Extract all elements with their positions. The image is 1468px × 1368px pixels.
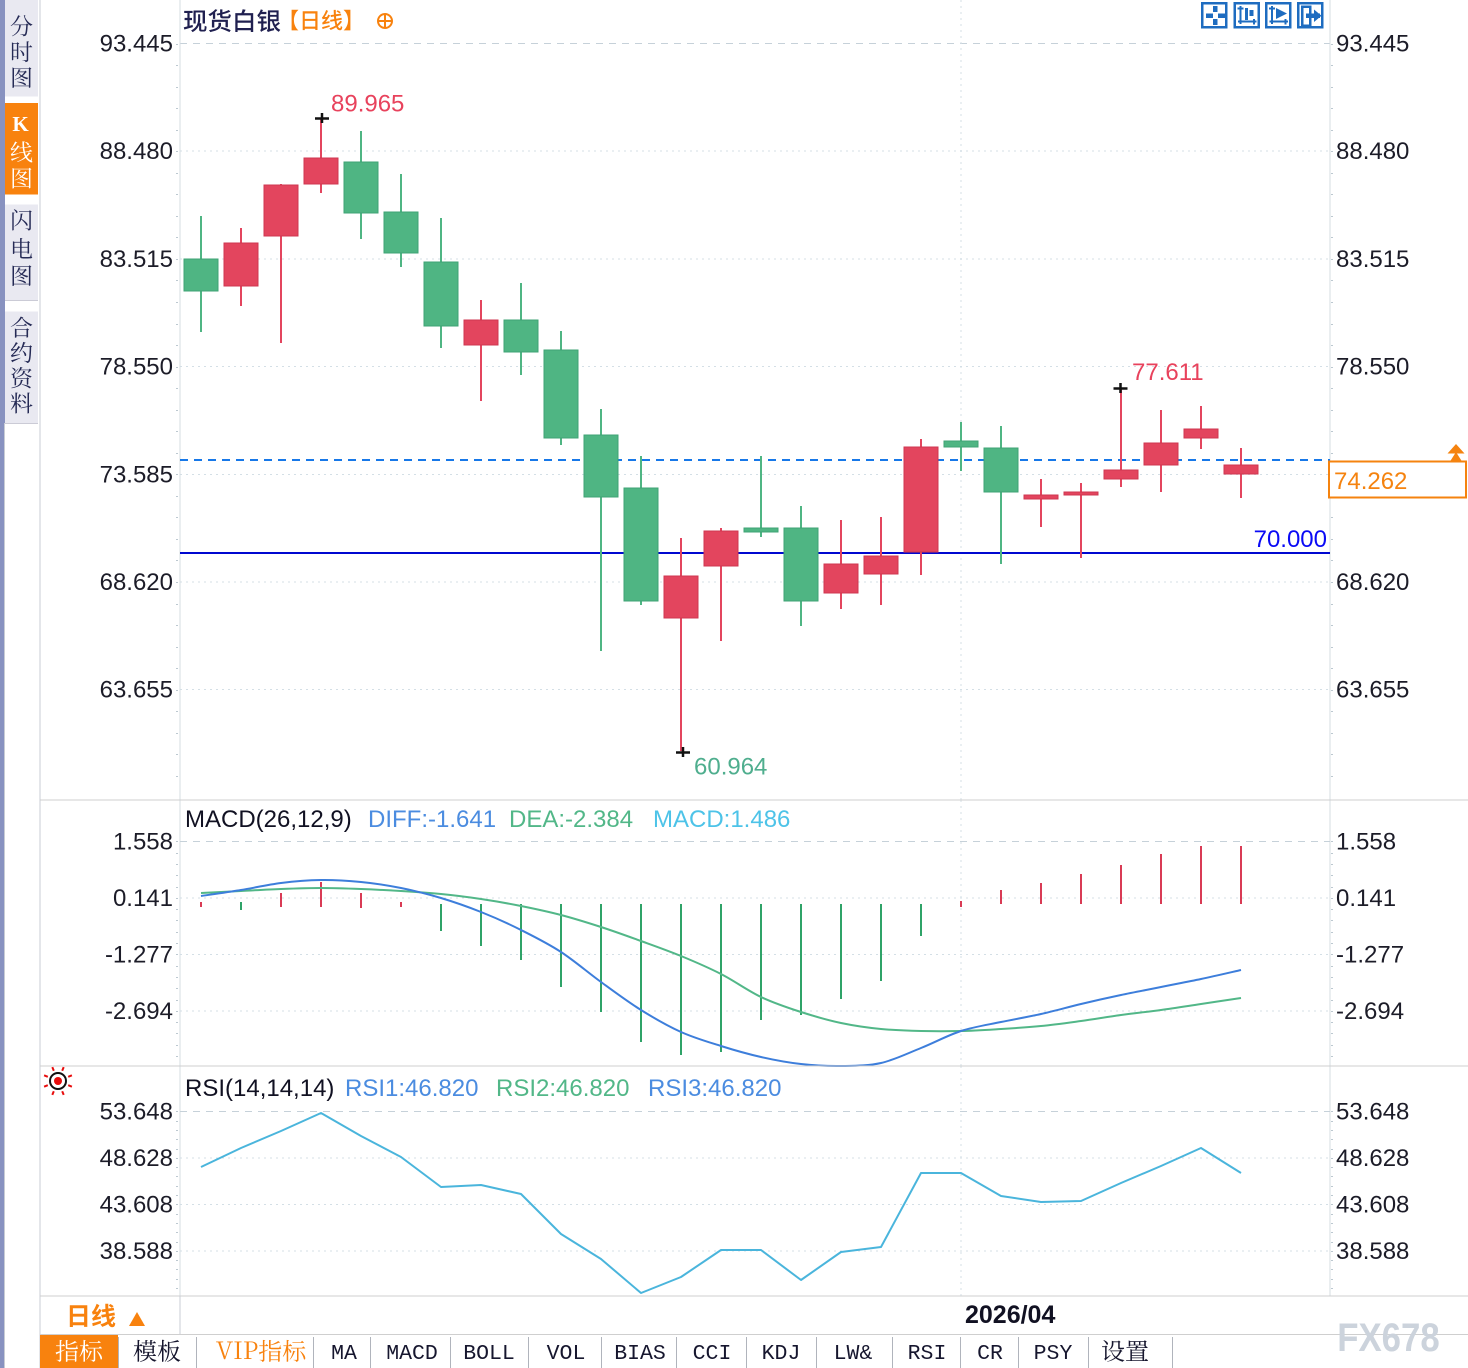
svg-text:RSI1:46.820: RSI1:46.820 xyxy=(345,1075,478,1102)
svg-text:K: K xyxy=(12,112,29,136)
svg-text:78.550: 78.550 xyxy=(100,354,173,381)
svg-text:83.515: 83.515 xyxy=(1336,246,1409,273)
svg-text:43.608: 43.608 xyxy=(100,1191,173,1218)
svg-text:-1.277: -1.277 xyxy=(1336,941,1404,968)
svg-text:DEA:-2.384: DEA:-2.384 xyxy=(509,806,633,833)
svg-text:68.620: 68.620 xyxy=(100,569,173,596)
svg-text:RSI3:46.820: RSI3:46.820 xyxy=(648,1075,781,1102)
svg-text:43.608: 43.608 xyxy=(1336,1191,1409,1218)
svg-text:FX678: FX678 xyxy=(1337,1315,1440,1360)
svg-text:LW&: LW& xyxy=(834,1342,873,1366)
svg-text:CCI: CCI xyxy=(693,1342,732,1366)
svg-text:83.515: 83.515 xyxy=(100,246,173,273)
svg-text:MA: MA xyxy=(331,1342,357,1366)
svg-text:88.480: 88.480 xyxy=(1336,138,1409,165)
svg-text:CR: CR xyxy=(977,1342,1003,1366)
svg-text:0.141: 0.141 xyxy=(1336,885,1396,912)
svg-text:48.628: 48.628 xyxy=(100,1145,173,1172)
svg-text:BIAS: BIAS xyxy=(614,1342,666,1366)
svg-text:MACD:1.486: MACD:1.486 xyxy=(653,806,790,833)
svg-text:RSI(14,14,14): RSI(14,14,14) xyxy=(185,1075,334,1102)
svg-text:74.262: 74.262 xyxy=(1334,468,1407,495)
svg-text:63.655: 63.655 xyxy=(100,677,173,704)
svg-text:-2.694: -2.694 xyxy=(105,998,173,1025)
svg-text:53.648: 53.648 xyxy=(100,1098,173,1125)
svg-text:38.588: 38.588 xyxy=(100,1238,173,1265)
svg-text:93.445: 93.445 xyxy=(100,31,173,58)
svg-text:MACD: MACD xyxy=(386,1342,438,1366)
svg-text:DIFF:-1.641: DIFF:-1.641 xyxy=(368,806,496,833)
svg-text:BOLL: BOLL xyxy=(463,1342,515,1366)
svg-text:60.964: 60.964 xyxy=(694,754,767,781)
svg-text:77.611: 77.611 xyxy=(1132,359,1204,386)
svg-text:KDJ: KDJ xyxy=(762,1342,801,1366)
svg-text:0.141: 0.141 xyxy=(113,885,173,912)
svg-text:RSI2:46.820: RSI2:46.820 xyxy=(496,1075,629,1102)
svg-text:88.480: 88.480 xyxy=(100,138,173,165)
svg-text:70.000: 70.000 xyxy=(1254,526,1327,553)
svg-text:73.585: 73.585 xyxy=(100,461,173,488)
svg-text:78.550: 78.550 xyxy=(1336,354,1409,381)
svg-text:48.628: 48.628 xyxy=(1336,1145,1409,1172)
svg-text:93.445: 93.445 xyxy=(1336,31,1409,58)
svg-text:1.558: 1.558 xyxy=(1336,828,1396,855)
svg-text:RSI: RSI xyxy=(908,1342,947,1366)
svg-text:53.648: 53.648 xyxy=(1336,1098,1409,1125)
svg-text:1.558: 1.558 xyxy=(113,828,173,855)
svg-text:PSY: PSY xyxy=(1034,1342,1073,1366)
svg-text:89.965: 89.965 xyxy=(331,91,404,118)
svg-text:-1.277: -1.277 xyxy=(105,941,173,968)
svg-text:-2.694: -2.694 xyxy=(1336,998,1404,1025)
svg-text:38.588: 38.588 xyxy=(1336,1238,1409,1265)
svg-text:63.655: 63.655 xyxy=(1336,677,1409,704)
svg-text:2026/04: 2026/04 xyxy=(965,1301,1055,1329)
svg-text:MACD(26,12,9): MACD(26,12,9) xyxy=(185,806,352,833)
svg-text:68.620: 68.620 xyxy=(1336,569,1409,596)
svg-text:VOL: VOL xyxy=(547,1342,586,1366)
